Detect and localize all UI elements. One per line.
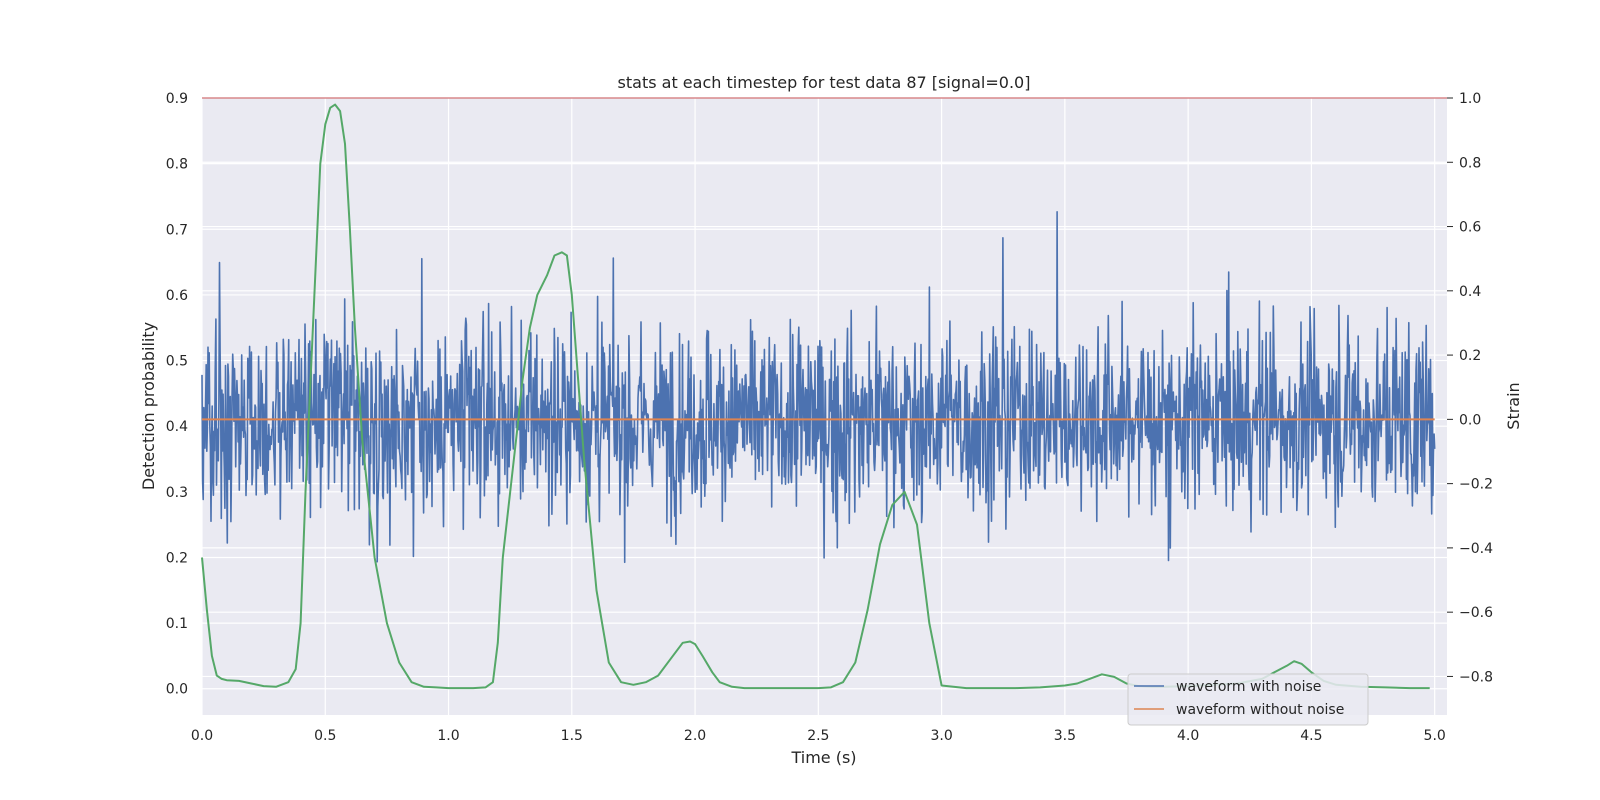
tick-layer: 0.0 0.5 1.0 1.5 2.0 2.5 3.0 3.5 4.0 4.5 5.0 0.0 0.1 0… bbox=[166, 91, 1493, 744]
y-tick-label: 0.3 bbox=[166, 485, 188, 501]
y2-tick-label: 0.8 bbox=[1459, 155, 1481, 171]
x-tick-label: 4.0 bbox=[1177, 728, 1199, 744]
y2-tick-label: −0.2 bbox=[1459, 477, 1493, 493]
y2-tick-label: 1.0 bbox=[1459, 91, 1481, 107]
series-waveform-with-noise bbox=[201, 211, 1436, 564]
legend-label-without-noise: waveform without noise bbox=[1176, 702, 1344, 718]
chart-title: stats at each timestep for test data 87 … bbox=[618, 73, 1031, 92]
y-tick-label: 0.4 bbox=[166, 419, 188, 435]
y-tick-label: 0.2 bbox=[166, 550, 188, 566]
y-tick-label: 0.0 bbox=[166, 682, 188, 698]
y-tick-label: 0.7 bbox=[166, 222, 188, 238]
y2-tick-label: −0.8 bbox=[1459, 669, 1493, 685]
x-tick-label: 2.0 bbox=[684, 728, 706, 744]
y2-axis-label: Strain bbox=[1504, 382, 1523, 429]
y-tick-label: 0.5 bbox=[166, 354, 188, 370]
y-tick-label: 0.9 bbox=[166, 91, 188, 107]
legend: waveform with noise waveform without noi… bbox=[1127, 673, 1369, 726]
legend-label-with-noise: waveform with noise bbox=[1176, 679, 1321, 695]
x-tick-label: 4.5 bbox=[1300, 728, 1322, 744]
y2-tick-label: 0.6 bbox=[1459, 220, 1481, 236]
x-tick-label: 3.0 bbox=[930, 728, 952, 744]
y2-tick-label: 0.2 bbox=[1459, 348, 1481, 364]
y-tick-label: 0.1 bbox=[166, 616, 188, 632]
legend-box bbox=[1127, 673, 1369, 726]
y-tick-label: 0.6 bbox=[166, 288, 188, 304]
y-tick-label: 0.8 bbox=[166, 157, 188, 173]
y2-tick-label: 0.0 bbox=[1459, 412, 1481, 428]
x-tick-label: 2.5 bbox=[807, 728, 829, 744]
y2-tick-label: −0.6 bbox=[1459, 605, 1493, 621]
y-axis-label: Detection probability bbox=[139, 322, 158, 490]
x-tick-label: 5.0 bbox=[1424, 728, 1446, 744]
x-tick-label: 1.5 bbox=[561, 728, 583, 744]
x-tick-label: 3.5 bbox=[1054, 728, 1076, 744]
y2-tick-label: −0.4 bbox=[1459, 541, 1493, 557]
x-tick-label: 1.0 bbox=[437, 728, 459, 744]
y2-tick-label: 0.4 bbox=[1459, 284, 1481, 300]
x-axis-label: Time (s) bbox=[790, 748, 856, 767]
x-tick-label: 0.5 bbox=[314, 728, 336, 744]
x-tick-label: 0.0 bbox=[191, 728, 213, 744]
